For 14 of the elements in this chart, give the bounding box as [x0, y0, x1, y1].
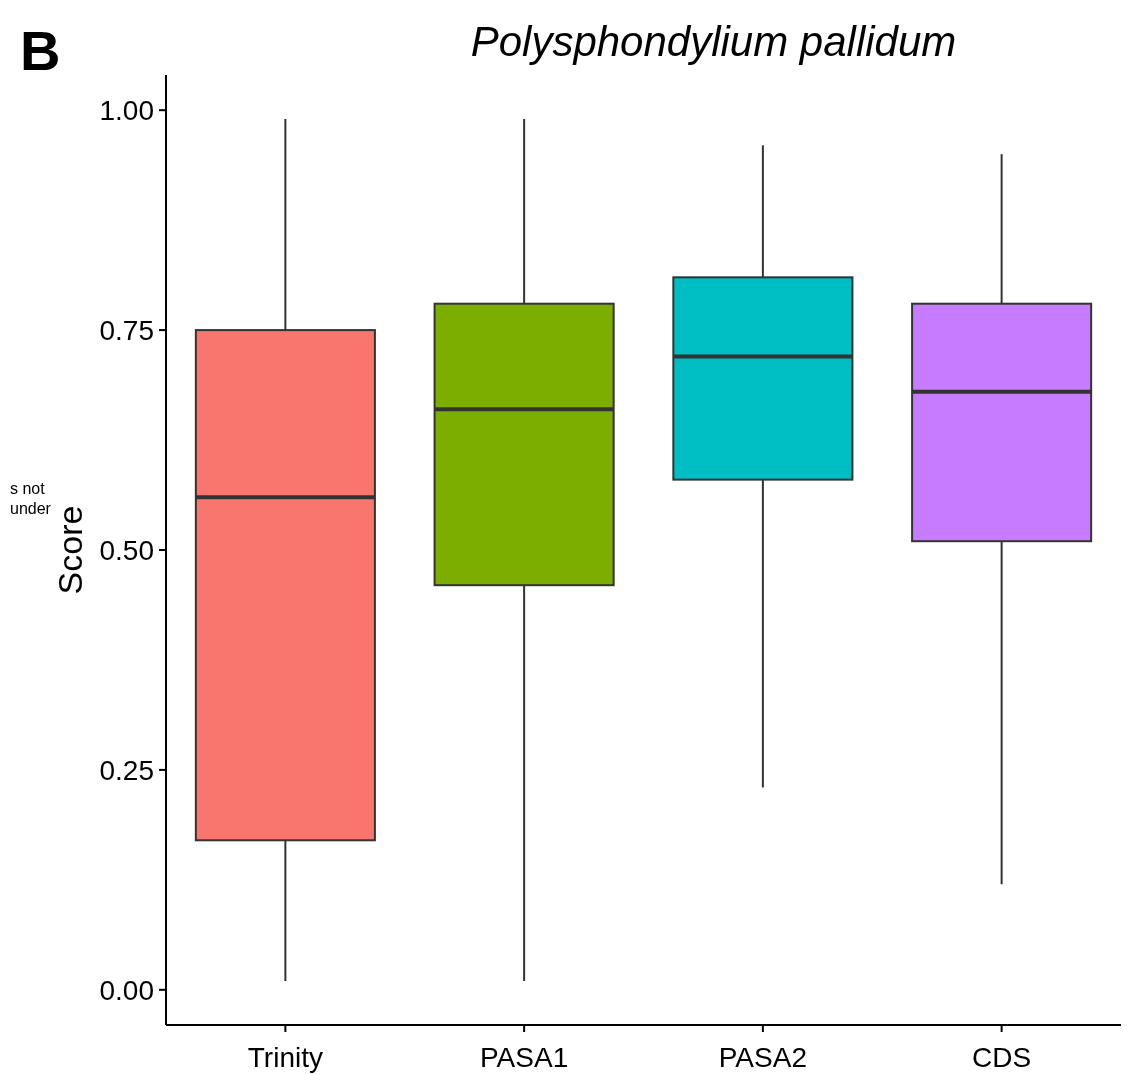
text: s not: [10, 480, 46, 497]
y-tick-label: 0.00: [99, 974, 154, 1006]
y-tick-label: 0.50: [99, 534, 154, 566]
y-tick-label: 1.00: [99, 94, 154, 126]
x-tick-label: Trinity: [247, 1042, 323, 1073]
chart-title: Polysphondylium pallidum: [470, 18, 957, 65]
y-tick-label: 0.25: [99, 754, 154, 786]
text: B: [20, 19, 61, 82]
text: under: [10, 500, 52, 517]
x-tick-label: CDS: [972, 1042, 1032, 1073]
y-axis-title: Score: [51, 505, 89, 595]
x-tick-label: PASA2: [718, 1042, 807, 1073]
x-tick-label: PASA1: [480, 1042, 569, 1073]
y-tick-label: 0.75: [99, 314, 154, 346]
